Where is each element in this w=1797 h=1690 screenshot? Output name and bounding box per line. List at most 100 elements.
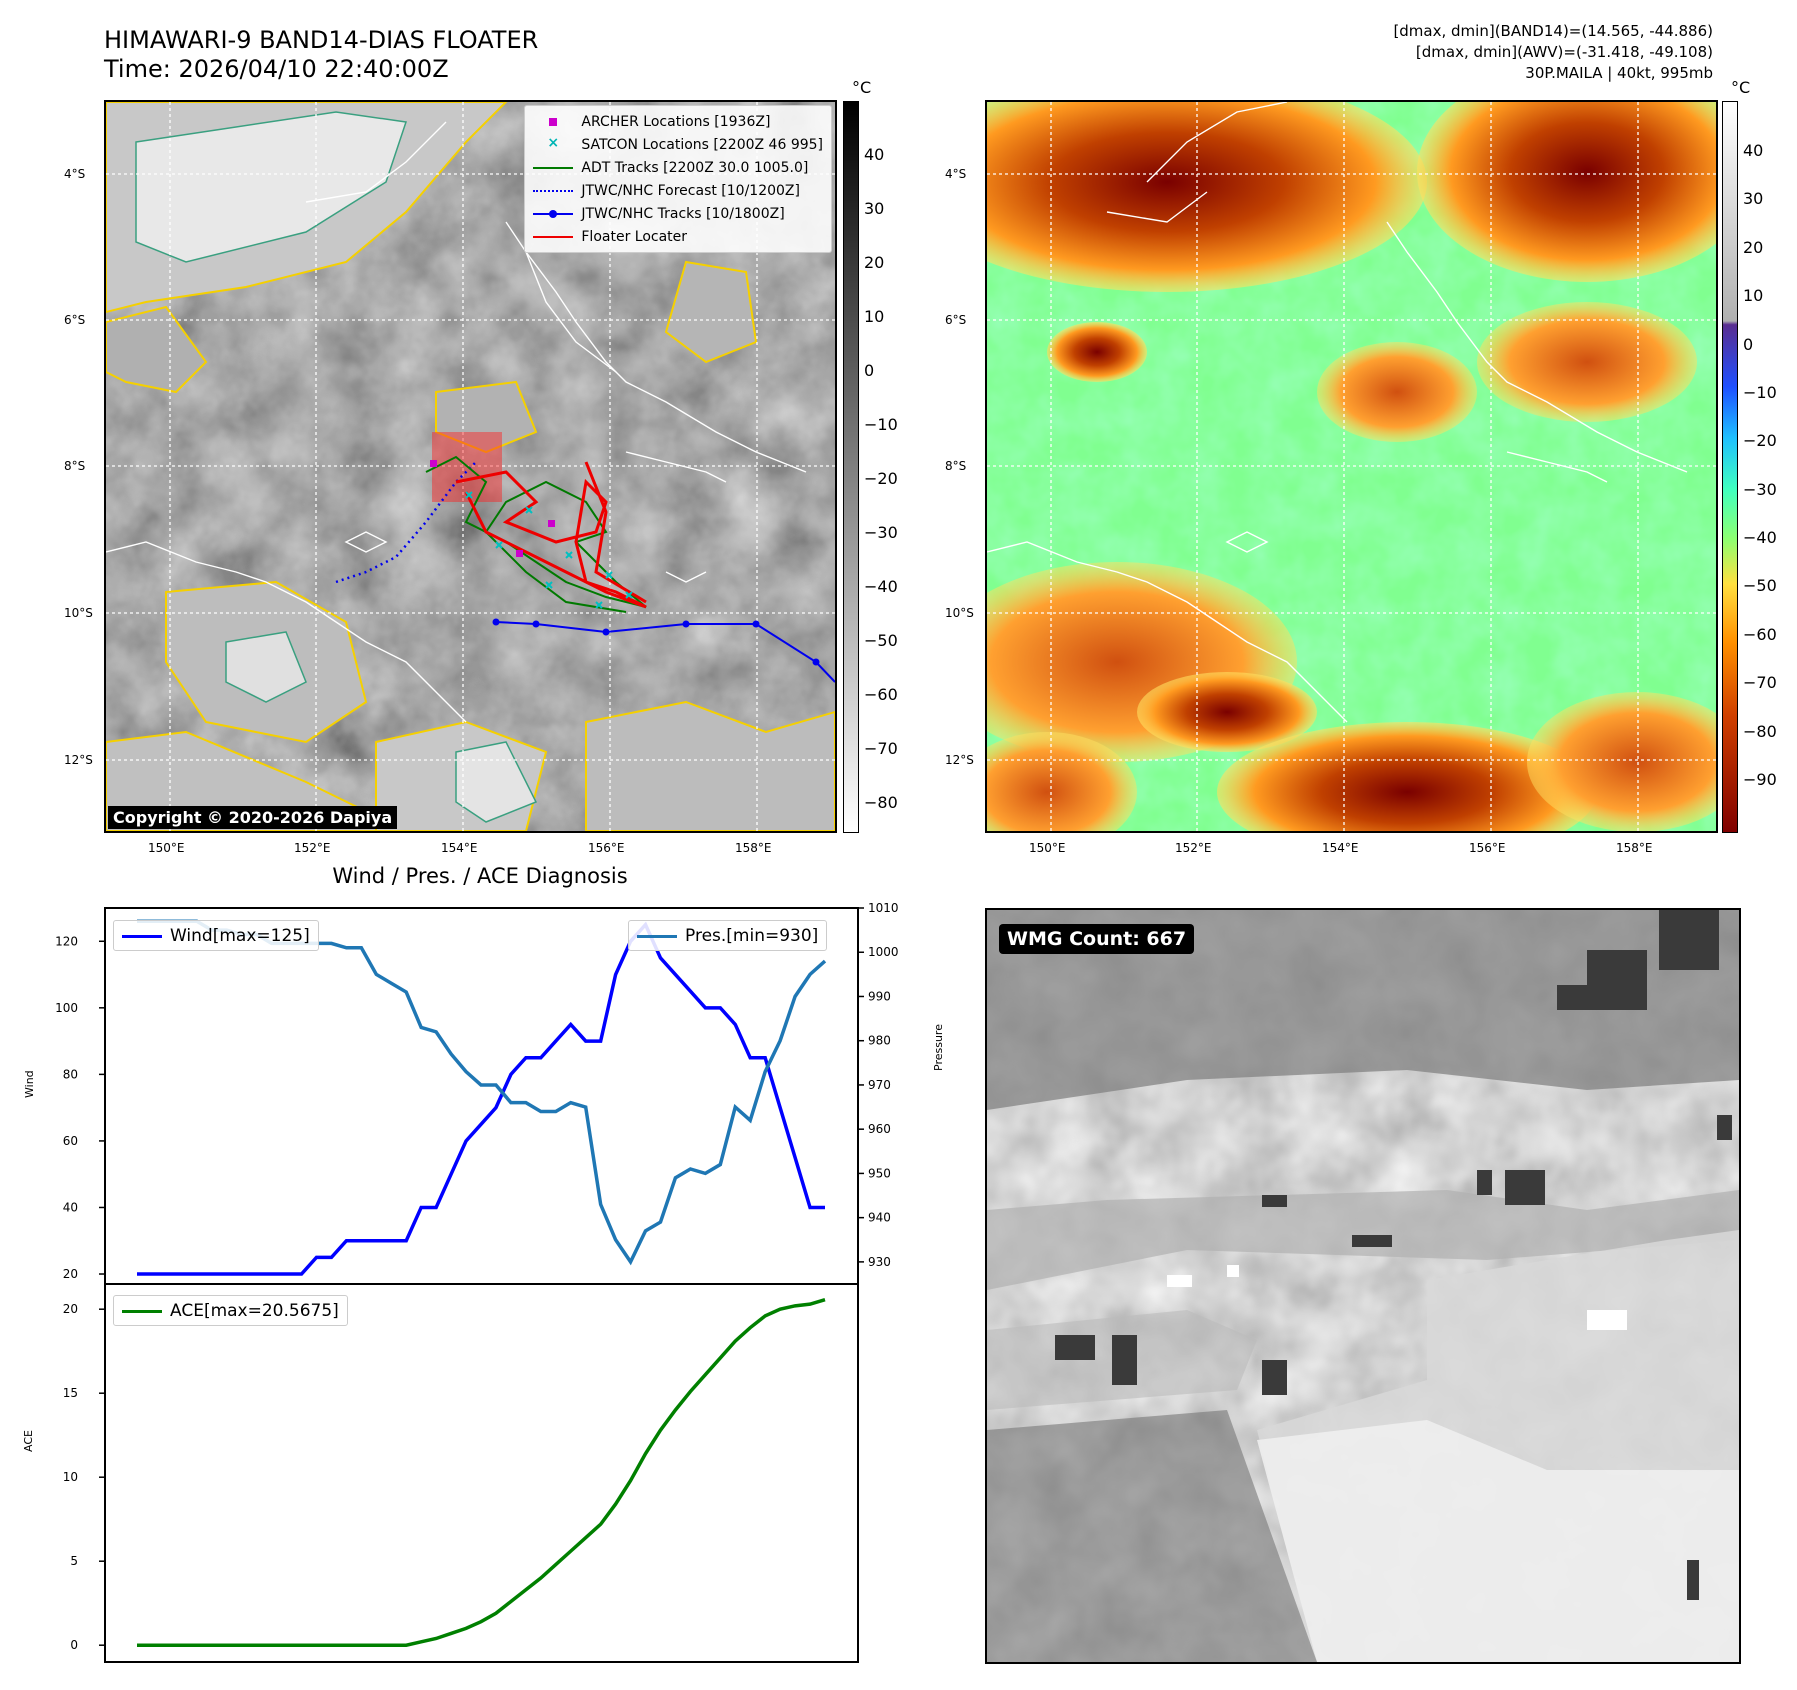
legend-item-jtwc-forecast: JTWC/NHC Forecast [10/1200Z] (533, 179, 823, 202)
coastlines (106, 121, 807, 723)
ir-lon-tick-label: 150°E (148, 841, 185, 855)
ir-colorbar-tick-label: −70 (864, 739, 898, 758)
ir-lon-tick-label: 154°E (441, 841, 478, 855)
pressure-line-icon (637, 929, 677, 943)
pressure-tick-label: 970 (868, 1078, 891, 1092)
pressure-tick-label: 960 (868, 1122, 891, 1136)
ir-lon-tick-label: 152°E (294, 841, 331, 855)
awv-colorbar-tick-label: −10 (1743, 382, 1777, 402)
wind-tick-label: 40 (63, 1200, 78, 1214)
archer-points (430, 460, 555, 557)
green-line-icon (533, 161, 574, 175)
ir-colorbar-tick-label: −40 (864, 577, 898, 596)
map-legend: ARCHER Locations [1936Z] × SATCON Locati… (524, 105, 832, 253)
diagnosis-charts[interactable]: 2040608010012093094095096097098099010001… (0, 890, 900, 1690)
storm-info-text: 30P.MAILA | 40kt, 995mb (1525, 64, 1713, 82)
pressure-tick-label: 1010 (868, 901, 899, 915)
ir-lon-tick-label: 156°E (588, 841, 625, 855)
x-marker-icon: × (547, 134, 560, 151)
figure-title-line1: HIMAWARI-9 BAND14-DIAS FLOATER (104, 26, 539, 54)
ace-tick-label: 15 (63, 1386, 78, 1400)
wind-series-line (137, 921, 825, 1276)
square-marker-icon (533, 115, 573, 129)
ace-tick-label: 5 (70, 1554, 78, 1568)
ir-colorbar (843, 101, 859, 833)
legend-item-satcon: × SATCON Locations [2200Z 46 995] (533, 133, 823, 156)
wind-line-icon (122, 929, 162, 943)
awv-lat-tick-label: 10°S (945, 606, 974, 620)
awv-colorbar-tick-label: −90 (1743, 770, 1777, 789)
pressure-tick-label: 990 (868, 989, 891, 1003)
ir-colorbar-tick-label: 0 (864, 361, 875, 380)
awv-colorbar (1722, 101, 1738, 833)
pressure-tick-label: 980 (868, 1034, 891, 1048)
awv-colorbar-tick-label: −20 (1743, 431, 1777, 451)
red-line-icon (533, 230, 574, 244)
ace-tick-label: 0 (70, 1638, 78, 1652)
awv-satellite-map[interactable] (985, 100, 1718, 833)
pressure-tick-label: 950 (868, 1166, 891, 1180)
storm-tracks (335, 432, 835, 683)
wmg-warm-pixels (1167, 1265, 1627, 1330)
legend-item-jtwc-tracks: JTWC/NHC Tracks [10/1800Z] (533, 202, 823, 225)
awv-coastlines (987, 102, 1688, 723)
wind-pressure-plot-frame (104, 907, 859, 1285)
awv-colorbar-tick-label: 20 (1743, 237, 1764, 257)
ir-colorbar-tick-label: 30 (864, 199, 885, 218)
ace-legend: ACE[max=20.5675] (113, 1295, 348, 1326)
awv-colorbar-tick-label: 30 (1743, 189, 1764, 209)
figure-title-line2: Time: 2026/04/10 22:40:00Z (104, 55, 449, 83)
line-dot-icon (533, 207, 574, 221)
ir-satellite-map[interactable]: ARCHER Locations [1936Z] × SATCON Locati… (104, 100, 837, 833)
awv-colorbar-tick-label: 10 (1743, 286, 1764, 306)
ir-colorbar-tick-label: 10 (864, 307, 885, 326)
awv-colorbar-unit: °C (1731, 78, 1751, 97)
wind-tick-label: 120 (55, 934, 78, 948)
adt-track (425, 455, 647, 613)
awv-colorbar-tick-label: −30 (1743, 479, 1777, 499)
awv-dry-areas (987, 102, 1716, 831)
ir-colorbar-unit: °C (852, 78, 872, 97)
wmg-count-label: WMG Count: 667 (999, 924, 1195, 954)
wmg-image (987, 910, 1739, 1662)
awv-lat-tick-label: 12°S (945, 753, 974, 767)
awv-lat-lon-grid (987, 102, 1716, 831)
awv-lon-tick-label: 154°E (1322, 841, 1359, 855)
ir-colorbar-tick-label: −10 (864, 415, 898, 434)
satcon-points (465, 491, 633, 609)
pressure-axis-label: Pressure (932, 1024, 945, 1071)
pressure-tick-label: 940 (868, 1211, 891, 1225)
ace-plot-frame (104, 1283, 859, 1663)
awv-colorbar-tick-label: 0 (1743, 334, 1754, 354)
wmg-cold-pixels (1055, 910, 1732, 1600)
awv-lat-tick-label: 8°S (945, 459, 967, 473)
ir-colorbar-tick-label: −60 (864, 685, 898, 704)
wind-tick-label: 100 (55, 1001, 78, 1015)
awv-colorbar-tick-label: −60 (1743, 624, 1777, 644)
legend-item-floater: Floater Locater (533, 225, 823, 248)
ir-lat-tick-label: 4°S (64, 167, 86, 181)
awv-map-graphic (987, 102, 1716, 831)
wmg-panel[interactable]: WMG Count: 667 (985, 908, 1741, 1664)
ace-line-icon (122, 1304, 162, 1318)
legend-item-adt: ADT Tracks [2200Z 30.0 1005.0] (533, 156, 823, 179)
ir-lat-tick-label: 10°S (64, 606, 93, 620)
wind-legend: Wind[max=125] (113, 920, 319, 951)
ir-lon-tick-label: 158°E (735, 841, 772, 855)
wind-tick-label: 80 (63, 1067, 78, 1081)
awv-colorbar-tick-label: 40 (1743, 141, 1764, 160)
awv-colorbar-tick-label: −70 (1743, 673, 1777, 693)
pressure-tick-label: 1000 (868, 945, 899, 959)
ace-series-line (137, 1297, 826, 1647)
ir-colorbar-tick-label: −80 (864, 793, 898, 812)
awv-lon-tick-label: 158°E (1616, 841, 1653, 855)
legend-item-archer: ARCHER Locations [1936Z] (533, 110, 823, 133)
copyright-label: Copyright © 2020-2026 Dapiya (108, 806, 398, 829)
band14-range-text: [dmax, dmin](BAND14)=(14.565, -44.886) (1393, 22, 1713, 40)
pressure-tick-label: 930 (868, 1255, 891, 1269)
diagnosis-title: Wind / Pres. / ACE Diagnosis (332, 864, 628, 888)
awv-lat-tick-label: 4°S (945, 167, 967, 181)
ir-lat-tick-label: 12°S (64, 753, 93, 767)
wind-tick-label: 20 (63, 1267, 78, 1281)
awv-lon-tick-label: 156°E (1469, 841, 1506, 855)
